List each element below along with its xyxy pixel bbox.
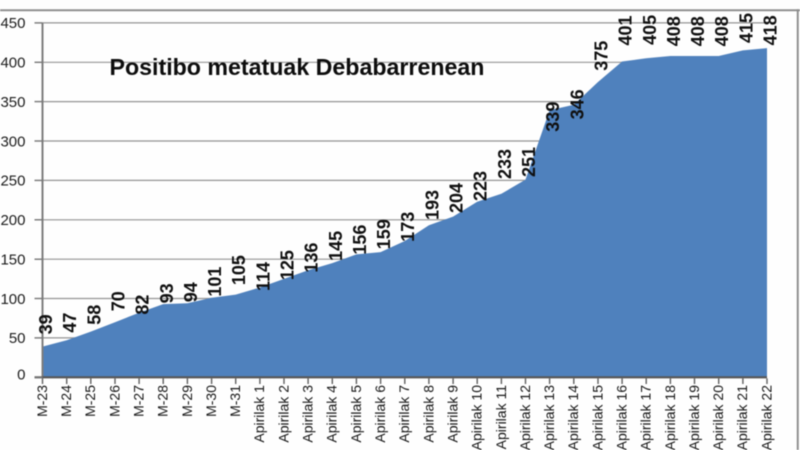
svg-text:Apirilak 13: Apirilak 13 <box>541 385 557 450</box>
svg-text:Positibo metatuak Debabarrenea: Positibo metatuak Debabarrenean <box>110 54 485 80</box>
svg-text:M-30: M-30 <box>203 385 219 417</box>
svg-text:250: 250 <box>0 173 25 190</box>
svg-text:Apirilak 11: Apirilak 11 <box>493 385 509 450</box>
svg-text:173: 173 <box>398 212 418 242</box>
svg-text:159: 159 <box>374 219 394 249</box>
svg-text:100: 100 <box>0 291 25 308</box>
svg-text:150: 150 <box>0 252 25 269</box>
svg-text:233: 233 <box>495 149 515 179</box>
svg-text:101: 101 <box>205 267 225 297</box>
svg-text:70: 70 <box>109 291 129 311</box>
svg-text:Apirilak 18: Apirilak 18 <box>662 385 678 450</box>
svg-text:Apirilak 14: Apirilak 14 <box>565 385 581 450</box>
svg-text:Apirilak 22: Apirilak 22 <box>758 385 774 450</box>
svg-text:350: 350 <box>0 94 25 111</box>
svg-text:223: 223 <box>471 171 491 201</box>
svg-text:415: 415 <box>736 13 756 43</box>
svg-text:375: 375 <box>592 41 612 71</box>
svg-text:47: 47 <box>60 313 80 333</box>
svg-text:93: 93 <box>157 283 177 303</box>
svg-text:Apirilak 6: Apirilak 6 <box>372 385 388 443</box>
svg-text:M-27: M-27 <box>131 385 147 417</box>
svg-text:Apirilak 5: Apirilak 5 <box>348 385 364 443</box>
svg-text:418: 418 <box>761 15 781 45</box>
svg-text:408: 408 <box>688 16 708 46</box>
svg-text:408: 408 <box>712 16 732 46</box>
svg-text:405: 405 <box>640 15 660 45</box>
svg-text:400: 400 <box>0 55 25 72</box>
svg-text:114: 114 <box>253 262 273 291</box>
svg-text:136: 136 <box>302 243 322 273</box>
svg-text:Apirilak 1: Apirilak 1 <box>251 385 267 443</box>
svg-text:145: 145 <box>326 231 346 261</box>
svg-text:Apirilak 10: Apirilak 10 <box>469 385 485 450</box>
svg-text:Apirilak 8: Apirilak 8 <box>420 385 436 443</box>
svg-text:Apirilak 21: Apirilak 21 <box>734 385 750 450</box>
svg-text:339: 339 <box>543 102 563 132</box>
svg-text:Apirilak 12: Apirilak 12 <box>517 385 533 450</box>
svg-text:193: 193 <box>422 190 442 220</box>
svg-text:M-29: M-29 <box>179 385 195 417</box>
svg-text:408: 408 <box>664 16 684 46</box>
svg-text:39: 39 <box>36 314 56 334</box>
svg-text:200: 200 <box>0 212 25 229</box>
svg-text:Apirilak 20: Apirilak 20 <box>710 385 726 450</box>
svg-text:50: 50 <box>9 330 26 347</box>
svg-text:82: 82 <box>133 295 153 315</box>
svg-text:Apirilak 9: Apirilak 9 <box>444 385 460 443</box>
svg-text:156: 156 <box>350 225 370 255</box>
svg-text:125: 125 <box>278 250 298 280</box>
svg-text:Apirilak 7: Apirilak 7 <box>396 385 412 443</box>
svg-text:Apirilak 3: Apirilak 3 <box>300 385 316 443</box>
svg-text:204: 204 <box>447 183 467 213</box>
svg-text:M-26: M-26 <box>106 385 122 417</box>
svg-text:401: 401 <box>616 15 636 45</box>
svg-text:Apirilak 4: Apirilak 4 <box>324 385 340 443</box>
svg-text:94: 94 <box>181 282 201 302</box>
svg-text:58: 58 <box>84 305 104 325</box>
svg-text:450: 450 <box>0 15 25 32</box>
svg-text:M-23: M-23 <box>34 385 50 417</box>
svg-text:M-25: M-25 <box>82 385 98 417</box>
svg-text:0: 0 <box>17 367 25 384</box>
svg-text:M-24: M-24 <box>58 385 74 417</box>
svg-text:M-31: M-31 <box>227 385 243 417</box>
svg-text:346: 346 <box>567 89 587 119</box>
svg-text:Apirilak 15: Apirilak 15 <box>589 385 605 450</box>
svg-text:251: 251 <box>519 147 539 177</box>
svg-text:Apirilak 16: Apirilak 16 <box>614 385 630 450</box>
svg-text:Apirilak 19: Apirilak 19 <box>686 385 702 450</box>
svg-text:Apirilak 17: Apirilak 17 <box>638 385 654 450</box>
svg-text:Apirilak 2: Apirilak 2 <box>275 385 291 443</box>
svg-text:105: 105 <box>229 255 249 285</box>
svg-text:M-28: M-28 <box>155 385 171 417</box>
svg-text:300: 300 <box>0 133 25 150</box>
